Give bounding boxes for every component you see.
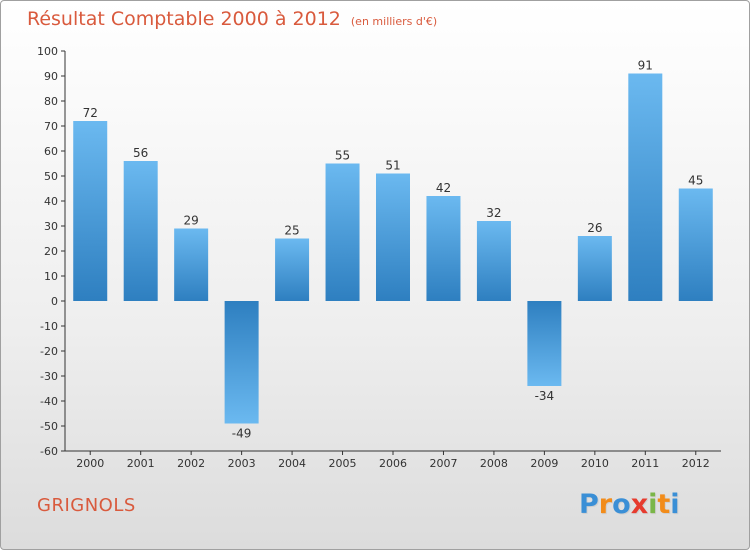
y-tick-label: 90 — [44, 70, 58, 83]
bar-2000 — [73, 121, 108, 301]
bar-2011 — [628, 73, 663, 301]
logo-letter: i — [648, 489, 658, 520]
bar-2008 — [476, 221, 511, 301]
x-tick-label: 2008 — [480, 457, 508, 470]
x-tick-label: 2010 — [581, 457, 609, 470]
bar-2006 — [376, 173, 410, 301]
bar-2003 — [224, 301, 259, 424]
bar-2007 — [426, 196, 461, 301]
bar-2002 — [174, 228, 209, 301]
x-tick-label: 2012 — [682, 457, 710, 470]
data-label-2009: -34 — [535, 389, 555, 403]
x-tick-label: 2011 — [631, 457, 659, 470]
bars-layer — [73, 73, 713, 424]
data-label-2002: 29 — [184, 214, 199, 228]
x-tick-label: 2001 — [127, 457, 155, 470]
data-label-2003: -49 — [232, 427, 252, 441]
proxiti-logo: Proxiti — [579, 489, 680, 520]
x-tick-label: 2004 — [278, 457, 306, 470]
x-tick-label: 2002 — [177, 457, 205, 470]
x-tick-label: 2009 — [530, 457, 558, 470]
logo-letter: i — [670, 489, 680, 520]
y-tick-label: -20 — [40, 345, 58, 358]
y-tick-label: -30 — [40, 370, 58, 383]
x-tick-label: 2000 — [76, 457, 104, 470]
logo-letter: r — [598, 489, 613, 520]
y-tick-label: 20 — [44, 245, 58, 258]
bar-2012 — [678, 188, 713, 301]
y-tick-label: 0 — [51, 295, 58, 308]
y-tick-label: 40 — [44, 195, 58, 208]
axes-layer: 1009080706050403020100-10-20-30-40-50-60… — [37, 45, 721, 470]
y-tick-label: 30 — [44, 220, 58, 233]
data-label-2001: 56 — [133, 146, 148, 160]
place-name: GRIGNOLS — [37, 495, 136, 516]
labels-layer: 72 56 29 -49 25 55 51 42 32 -34 26 91 45 — [83, 59, 704, 441]
y-tick-label: -50 — [40, 420, 58, 433]
data-label-2012: 45 — [688, 174, 703, 188]
logo-letter: o — [612, 489, 631, 520]
data-label-2005: 55 — [335, 149, 350, 163]
y-tick-label: -40 — [40, 395, 58, 408]
logo-letter: t — [657, 489, 671, 520]
x-tick-label: 2005 — [329, 457, 357, 470]
data-label-2004: 25 — [284, 224, 299, 238]
logo-letter: P — [579, 489, 599, 520]
data-label-2000: 72 — [83, 106, 98, 120]
bar-2009 — [527, 301, 562, 386]
data-label-2010: 26 — [587, 221, 602, 235]
chart-unit-label: (en milliers d'€) — [350, 15, 438, 28]
bar-2005 — [325, 163, 360, 301]
logo-letter: x — [630, 489, 649, 520]
y-tick-label: -60 — [40, 445, 58, 458]
bar-2004 — [275, 238, 310, 301]
data-label-2008: 32 — [486, 206, 501, 220]
chart-title: Résultat Comptable 2000 à 2012 (en millie… — [27, 8, 437, 30]
data-label-2006: 51 — [385, 159, 400, 173]
y-tick-label: 10 — [44, 270, 58, 283]
y-tick-label: 70 — [44, 120, 58, 133]
data-label-2011: 91 — [638, 59, 653, 73]
y-tick-label: -10 — [40, 320, 58, 333]
y-tick-label: 100 — [37, 45, 58, 58]
x-tick-label: 2006 — [379, 457, 407, 470]
x-tick-label: 2007 — [429, 457, 457, 470]
data-label-2007: 42 — [436, 181, 451, 195]
bar-2001 — [123, 161, 158, 301]
chart-title-text: Résultat Comptable 2000 à 2012 — [27, 8, 341, 30]
y-tick-label: 60 — [44, 145, 58, 158]
y-tick-label: 50 — [44, 170, 58, 183]
y-tick-label: 80 — [44, 95, 58, 108]
bar-2010 — [577, 236, 612, 301]
x-tick-label: 2003 — [228, 457, 256, 470]
